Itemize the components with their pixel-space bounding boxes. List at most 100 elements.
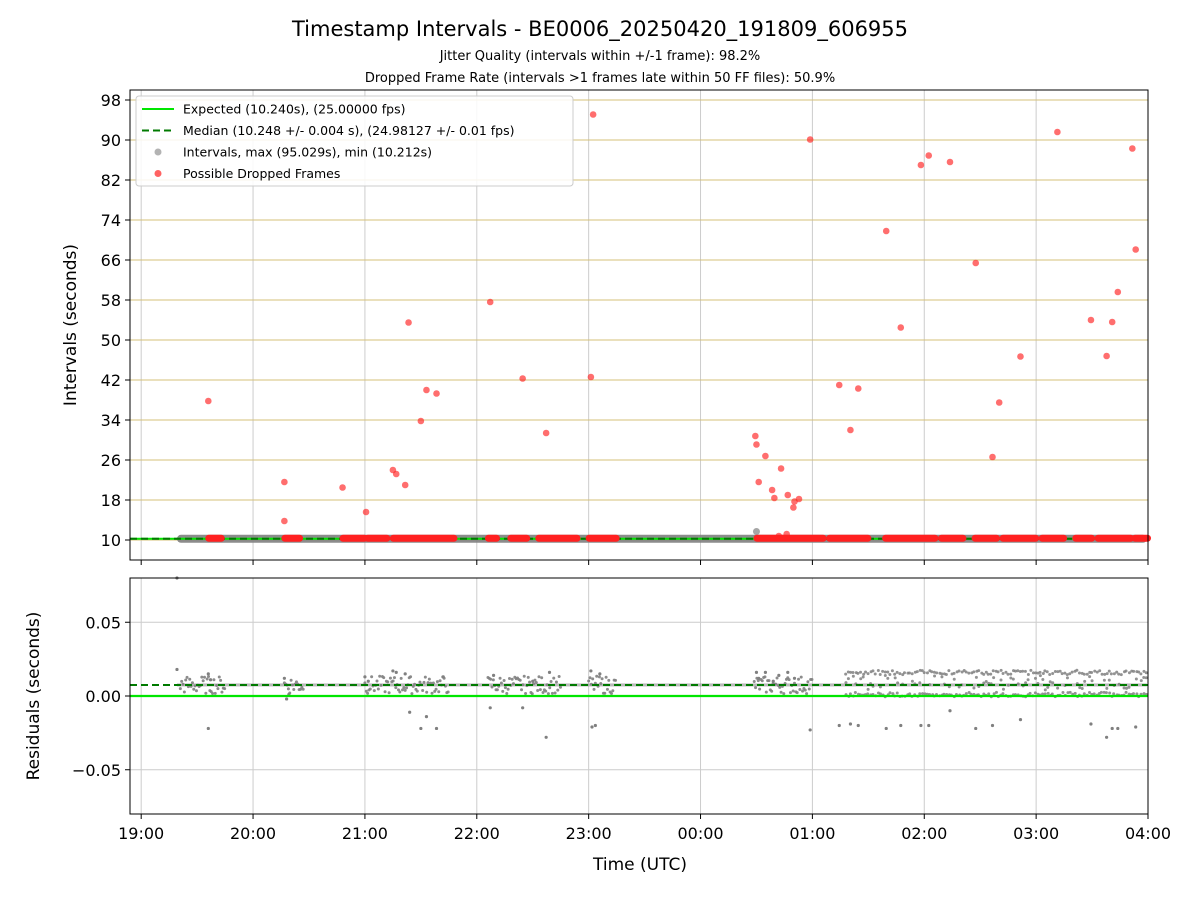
residual-dense-dot bbox=[957, 685, 961, 689]
dropped-point-24 bbox=[784, 491, 792, 499]
residual-dense-dot bbox=[859, 670, 863, 674]
residual-dense-dot bbox=[1144, 676, 1148, 680]
residual-cluster-dot bbox=[541, 691, 545, 695]
residual-dense-dot bbox=[1109, 672, 1113, 676]
residual-cluster-dot bbox=[557, 674, 561, 678]
residual-cluster-dot bbox=[801, 689, 805, 693]
residual-cluster-dot bbox=[401, 688, 405, 692]
residual-point-16 bbox=[434, 726, 439, 731]
bottom-xtick-label-9: 04:00 bbox=[1125, 824, 1171, 843]
residual-point-38 bbox=[856, 723, 860, 728]
residual-cluster-dot bbox=[405, 686, 409, 690]
residual-cluster-dot bbox=[182, 690, 186, 694]
residual-cluster-dot bbox=[217, 675, 221, 679]
residual-dense-dot bbox=[1083, 679, 1087, 683]
residual-dense-dot bbox=[888, 673, 892, 677]
residual-dense-dot bbox=[957, 669, 961, 673]
dropped-point-36 bbox=[917, 161, 925, 169]
residual-cluster-dot bbox=[600, 677, 604, 681]
residual-cluster-dot bbox=[213, 691, 217, 695]
residual-dense-dot bbox=[1099, 690, 1103, 694]
dropped-point-12 bbox=[486, 298, 494, 306]
residual-dense-dot bbox=[1031, 671, 1035, 675]
residual-point-6 bbox=[285, 697, 289, 701]
residual-dense-dot bbox=[925, 671, 929, 675]
dropped-point-30 bbox=[775, 532, 783, 540]
residual-dense-dot bbox=[987, 692, 991, 696]
residual-cluster-dot bbox=[203, 675, 207, 679]
dropped-point-6 bbox=[392, 470, 400, 478]
residual-dense-dot bbox=[1105, 672, 1109, 676]
residual-cluster-dot bbox=[591, 677, 595, 681]
residual-dense-dot bbox=[881, 669, 885, 673]
residual-point-39 bbox=[884, 726, 888, 731]
residual-dense-dot bbox=[1127, 685, 1131, 689]
dropped-point-25 bbox=[790, 504, 797, 511]
residual-dense-dot bbox=[989, 672, 993, 676]
residual-dense-dot bbox=[1134, 677, 1138, 681]
residual-cluster-dot bbox=[363, 681, 367, 685]
residual-cluster-dot bbox=[545, 683, 549, 687]
residual-cluster-dot bbox=[376, 687, 380, 691]
residual-dense-dot bbox=[1056, 686, 1060, 690]
bottom-xtick-label-7: 02:00 bbox=[901, 824, 947, 843]
residuals-plot: 0.05 0.00 −0.05 19:00 20:00 21:00 22:00 23:00 00… bbox=[72, 576, 1171, 843]
residual-cluster-dot bbox=[806, 680, 810, 684]
residual-dense-dot bbox=[999, 678, 1003, 682]
residual-dense-dot bbox=[1011, 677, 1015, 681]
residual-dense-dot bbox=[1028, 691, 1032, 695]
residual-dense-dot bbox=[1131, 692, 1135, 696]
residual-dense-dot bbox=[1080, 687, 1084, 691]
residual-dense-dot bbox=[967, 690, 971, 694]
residual-dense-dot bbox=[896, 681, 900, 685]
residual-dense-dot bbox=[1082, 692, 1086, 696]
residual-point-18 bbox=[488, 706, 492, 710]
residual-cluster-dot bbox=[438, 679, 442, 683]
residual-point-44 bbox=[974, 726, 978, 731]
residual-dense-dot bbox=[1051, 681, 1055, 685]
residual-cluster-dot bbox=[178, 687, 182, 691]
legend-label-dropped: Possible Dropped Frames bbox=[183, 166, 340, 181]
legend-box bbox=[135, 95, 574, 187]
residual-dense-dot bbox=[996, 670, 1000, 674]
residual-dense-dot bbox=[1029, 668, 1033, 672]
residual-cluster-dot bbox=[382, 676, 386, 680]
residual-dense-dot bbox=[960, 670, 964, 674]
residual-cluster-dot bbox=[495, 688, 499, 692]
residual-dense-dot bbox=[1016, 682, 1020, 686]
residual-dense-dot bbox=[984, 679, 988, 683]
dropped-point-19 bbox=[755, 478, 762, 486]
dropped-point-18 bbox=[753, 441, 760, 448]
dropped-point-33 bbox=[854, 385, 862, 392]
residual-point-40 bbox=[899, 723, 903, 728]
dropped-cluster-8 bbox=[585, 534, 620, 542]
residual-dense-dot bbox=[1070, 670, 1074, 674]
residual-cluster-dot bbox=[540, 676, 544, 680]
residual-dense-dot bbox=[1112, 692, 1116, 696]
residual-dense-dot bbox=[1048, 673, 1052, 677]
residual-cluster-dot bbox=[427, 677, 431, 681]
residual-cluster-dot bbox=[292, 688, 296, 692]
residual-dense-dot bbox=[1103, 672, 1107, 676]
residual-cluster-dot bbox=[791, 689, 795, 693]
residual-dense-dot bbox=[1112, 672, 1116, 676]
residual-cluster-dot bbox=[392, 676, 396, 680]
residual-cluster-dot bbox=[609, 692, 613, 696]
residual-dense-dot bbox=[866, 687, 870, 691]
residual-dense-dot bbox=[851, 670, 855, 674]
residual-cluster-dot bbox=[556, 688, 560, 692]
top-ytick-label-6: 58 bbox=[101, 291, 121, 310]
residual-dense-dot bbox=[991, 669, 995, 673]
residual-cluster-dot bbox=[383, 690, 387, 694]
bottom-xtick-label-8: 03:00 bbox=[1013, 824, 1059, 843]
residual-cluster-dot bbox=[216, 687, 220, 691]
residual-cluster-dot bbox=[779, 690, 783, 694]
residual-dense-dot bbox=[1115, 670, 1119, 674]
residual-dense-dot bbox=[1139, 679, 1143, 683]
residual-dense-dot bbox=[1053, 669, 1057, 673]
residual-point-11 bbox=[394, 670, 398, 675]
residual-dense-dot bbox=[918, 692, 922, 696]
legend-label-median: Median (10.248 +/- 0.004 s), (24.98127 +… bbox=[183, 123, 514, 138]
bottom-xtick-label-3: 22:00 bbox=[454, 824, 500, 843]
legend-entry-median: Median (10.248 +/- 0.004 s), (24.98127 +… bbox=[142, 123, 514, 138]
